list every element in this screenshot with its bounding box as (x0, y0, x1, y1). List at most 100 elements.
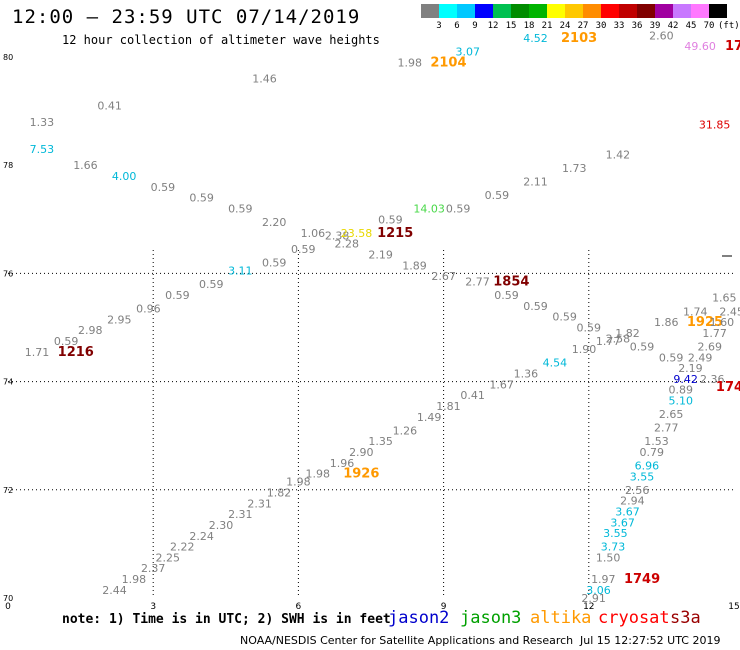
wave-height-label: 1.42 (606, 148, 631, 161)
wave-height-label: 1.90 (572, 343, 597, 356)
wave-height-label: 2.37 (141, 562, 166, 575)
wave-height-label: 1.98 (286, 476, 311, 489)
wave-height-label: 0.41 (460, 389, 485, 402)
scale-label: (ft) (718, 21, 740, 31)
wave-height-label: 3.67 (610, 516, 635, 529)
scale-swatch (709, 4, 727, 18)
wave-height-label: 1.98 (122, 573, 147, 586)
scale-swatch (421, 4, 439, 18)
footer-note: note: 1) Time is in UTC; 2) SWH is in fe… (62, 612, 391, 627)
wave-height-label: 0.79 (639, 446, 664, 459)
scale-swatch (655, 4, 673, 18)
wave-height-label: 0.59 (291, 243, 316, 256)
wave-height-label: 9.42 (673, 373, 698, 386)
credit-text: NOAA/NESDIS Center for Satellite Applica… (240, 634, 574, 647)
wave-height-label: 2.77 (465, 276, 490, 289)
scale-swatch (547, 4, 565, 18)
wave-height-label: 1.65 (712, 292, 737, 305)
wave-height-label: 31.85 (699, 119, 731, 132)
scale-label: 21 (541, 21, 553, 31)
pass-time-label: 1215 (377, 226, 413, 241)
scale-label: 3 (436, 21, 442, 31)
wave-height-label: 1.96 (330, 457, 355, 470)
x-axis-label: 12 (583, 602, 594, 612)
scale-swatch (601, 4, 619, 18)
wave-height-label: 14.03 (413, 202, 445, 215)
wave-height-label: 1.06 (301, 227, 326, 240)
wave-height-label: 3.73 (601, 541, 626, 554)
scale-label: 33 (613, 21, 625, 31)
scale-swatch (565, 4, 583, 18)
scale-label: 36 (631, 21, 643, 31)
wave-height-label: 0.59 (446, 202, 471, 215)
wave-height-label: 0.41 (97, 100, 122, 113)
x-axis-label: 3 (150, 602, 156, 612)
wave-height-label: 2.90 (349, 446, 374, 459)
wave-height-label: 6.96 (635, 459, 660, 472)
wave-height-label: 0.59 (659, 351, 684, 364)
wave-height-label: 2.22 (170, 541, 195, 554)
wave-height-label: 0.59 (165, 289, 190, 302)
y-axis-label: 74 (3, 378, 13, 387)
wave-height-label: 0.96 (136, 303, 161, 316)
wave-height-label: 4.54 (543, 357, 568, 370)
wave-height-label: 2.58 (606, 332, 631, 345)
wave-height-label: 1.74 (683, 305, 708, 318)
x-axis-label: 6 (296, 602, 302, 612)
x-axis-label: 15 (728, 602, 739, 612)
pass-time-label: 1216 (58, 345, 94, 360)
x-axis-label: 9 (441, 602, 447, 612)
wave-height-label: 3.06 (586, 584, 611, 597)
wave-height-label: 1.77 (702, 327, 727, 340)
wave-height-label: 1.89 (402, 259, 427, 272)
scale-swatch (475, 4, 493, 18)
wave-height-label: 1.82 (267, 487, 292, 500)
wave-height-label: 2.19 (368, 248, 393, 261)
wave-height-label: 3.07 (456, 46, 481, 59)
scale-label: 30 (595, 21, 607, 31)
scale-swatch (511, 4, 529, 18)
map-subtitle: 12 hour collection of altimeter wave hei… (62, 33, 380, 47)
satellite-altika: altika (530, 608, 592, 628)
wave-height-label: 2.19 (678, 362, 703, 375)
x-axis-label: 0 (5, 602, 11, 612)
wave-height-label: 0.89 (669, 384, 694, 397)
wave-height-label: 1.50 (596, 551, 621, 564)
wave-height-label: 0.59 (151, 181, 176, 194)
wave-height-label: 3.55 (603, 527, 628, 540)
wave-height-label: 7.53 (30, 143, 55, 156)
wave-height-label: 0.59 (228, 202, 253, 215)
wave-height-label: 1.66 (73, 159, 98, 172)
wave-height-label: 1.35 (368, 435, 393, 448)
scale-label: 24 (559, 21, 571, 31)
wave-height-label: 2.30 (209, 519, 234, 532)
pass-time-label: 1854 (493, 275, 529, 290)
pass-time-label: 17 (725, 39, 740, 54)
scale-label: 15 (505, 21, 517, 31)
pass-time-label: 2104 (430, 55, 466, 70)
wave-height-label: 2.56 (625, 484, 650, 497)
scale-swatch (457, 4, 475, 18)
wave-height-label: 2.24 (189, 530, 214, 543)
satellite-cryosat: cryosat (598, 608, 670, 628)
wave-height-label: 23.58 (341, 227, 373, 240)
wave-height-label: 0.59 (494, 289, 519, 302)
wave-height-label: 2.95 (107, 313, 132, 326)
wave-height-label: 0.59 (189, 192, 214, 205)
wave-height-label: 4.00 (112, 170, 137, 183)
y-axis-label: 80 (3, 53, 13, 62)
scale-label: 12 (487, 21, 499, 31)
wave-height-label: 2.31 (247, 497, 272, 510)
scale-swatch (619, 4, 637, 18)
pass-time-label: 2103 (561, 31, 597, 46)
wave-height-label: 2.98 (78, 324, 103, 337)
scale-label: 39 (649, 21, 661, 31)
wave-height-label: 4.52 (523, 32, 548, 45)
scale-swatch (529, 4, 547, 18)
wave-height-label: 2.65 (659, 408, 684, 421)
wave-height-label: 1.49 (417, 411, 442, 424)
wave-height-label: 2.25 (155, 551, 180, 564)
wave-height-label: 1.97 (591, 573, 616, 586)
wave-height-label: 0.59 (577, 322, 602, 335)
